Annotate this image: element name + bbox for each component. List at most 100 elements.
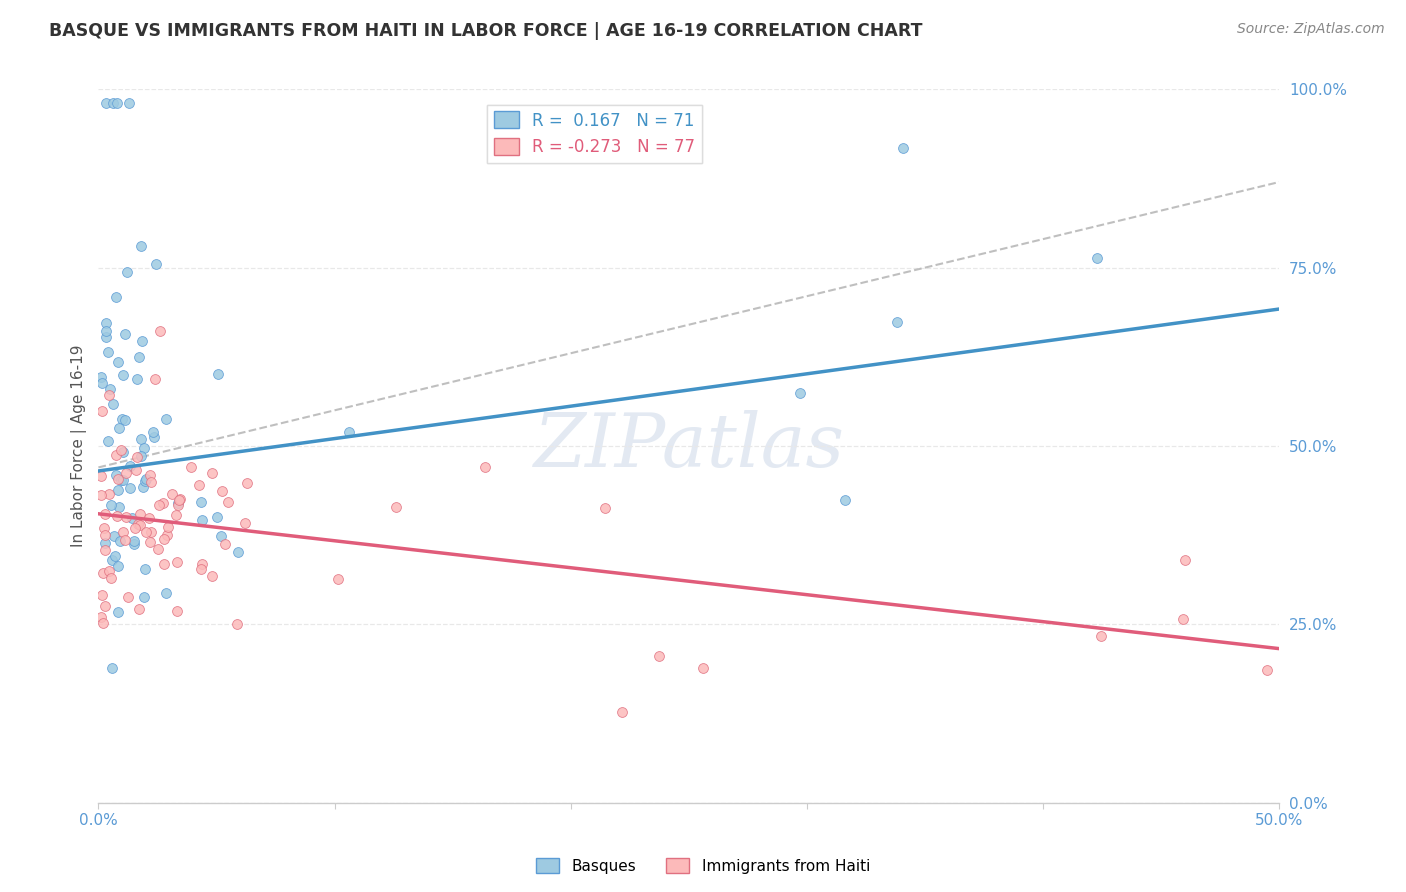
Point (190, 495, 212, 509)
Point (593, 501, 616, 516)
Point (94, 508, 117, 522)
Point (90, 369, 112, 384)
Point (127, 516, 149, 531)
Point (834, 492, 856, 507)
Point (132, 441, 155, 455)
Point (132, 590, 155, 604)
Point (180, 459, 202, 474)
Point (121, 511, 143, 525)
Point (131, 334, 153, 348)
Point (1085, 251, 1108, 265)
Point (112, 473, 135, 487)
Point (100, 571, 122, 585)
Point (94, 330, 117, 344)
Point (107, 472, 129, 486)
Point (166, 496, 188, 510)
Point (143, 372, 166, 386)
Point (156, 520, 179, 534)
Point (152, 496, 174, 510)
Point (148, 498, 170, 512)
Point (98, 382, 121, 396)
Point (114, 510, 136, 524)
Point (97, 388, 120, 402)
Point (187, 477, 209, 491)
Point (128, 602, 150, 616)
Point (134, 475, 156, 489)
Point (328, 572, 350, 586)
Point (104, 449, 127, 463)
Point (647, 648, 669, 663)
Point (94, 528, 117, 542)
Point (97, 434, 120, 449)
Point (211, 483, 233, 498)
Point (101, 661, 124, 675)
Point (191, 557, 214, 571)
Point (692, 661, 714, 675)
Point (139, 525, 162, 540)
Point (98, 564, 121, 578)
Point (105, 509, 128, 524)
Point (90, 469, 112, 483)
Point (125, 463, 148, 477)
Point (148, 541, 170, 556)
Legend: R =  0.167   N = 71, R = -0.273   N = 77: R = 0.167 N = 71, R = -0.273 N = 77 (486, 104, 702, 162)
Point (169, 492, 191, 507)
Point (153, 558, 176, 572)
Point (128, 517, 150, 532)
Point (127, 450, 149, 464)
Point (107, 558, 129, 573)
Point (167, 498, 190, 512)
Point (94, 324, 117, 338)
Point (114, 413, 136, 427)
Point (1256, 663, 1278, 677)
Point (135, 524, 157, 539)
Point (111, 525, 134, 540)
Point (139, 467, 162, 482)
Point (107, 355, 129, 369)
Point (191, 513, 214, 527)
Point (207, 509, 229, 524)
Point (139, 534, 162, 549)
Point (91, 403, 114, 417)
Point (149, 324, 172, 338)
Point (886, 315, 908, 329)
Point (190, 562, 212, 576)
Point (385, 500, 408, 514)
Point (1173, 612, 1195, 626)
Point (120, 459, 142, 474)
Point (214, 537, 236, 551)
Point (789, 386, 811, 401)
Point (114, 533, 136, 547)
Point (127, 372, 149, 386)
Text: BASQUE VS IMMIGRANTS FROM HAITI IN LABOR FORCE | AGE 16-19 CORRELATION CHART: BASQUE VS IMMIGRANTS FROM HAITI IN LABOR… (49, 22, 922, 40)
Point (108, 533, 131, 548)
Point (107, 420, 129, 434)
Point (104, 549, 127, 563)
Point (139, 475, 162, 489)
Point (228, 545, 250, 559)
Point (201, 466, 224, 480)
Point (90, 376, 112, 391)
Point (1174, 552, 1197, 566)
Point (94, 96, 117, 111)
Point (105, 96, 128, 111)
Text: ZIPatlas: ZIPatlas (533, 409, 845, 483)
Point (612, 705, 634, 719)
Point (91, 566, 114, 580)
Point (112, 368, 135, 382)
Point (166, 555, 188, 569)
Point (105, 290, 128, 304)
Point (93, 521, 115, 535)
Point (111, 412, 134, 426)
Point (93, 599, 115, 613)
Point (145, 257, 167, 271)
Point (236, 476, 259, 491)
Point (98, 487, 121, 501)
Point (120, 482, 142, 496)
Point (134, 562, 156, 576)
Point (162, 487, 184, 501)
Point (110, 443, 132, 458)
Point (209, 529, 232, 543)
Point (96, 345, 118, 359)
Point (122, 533, 145, 548)
